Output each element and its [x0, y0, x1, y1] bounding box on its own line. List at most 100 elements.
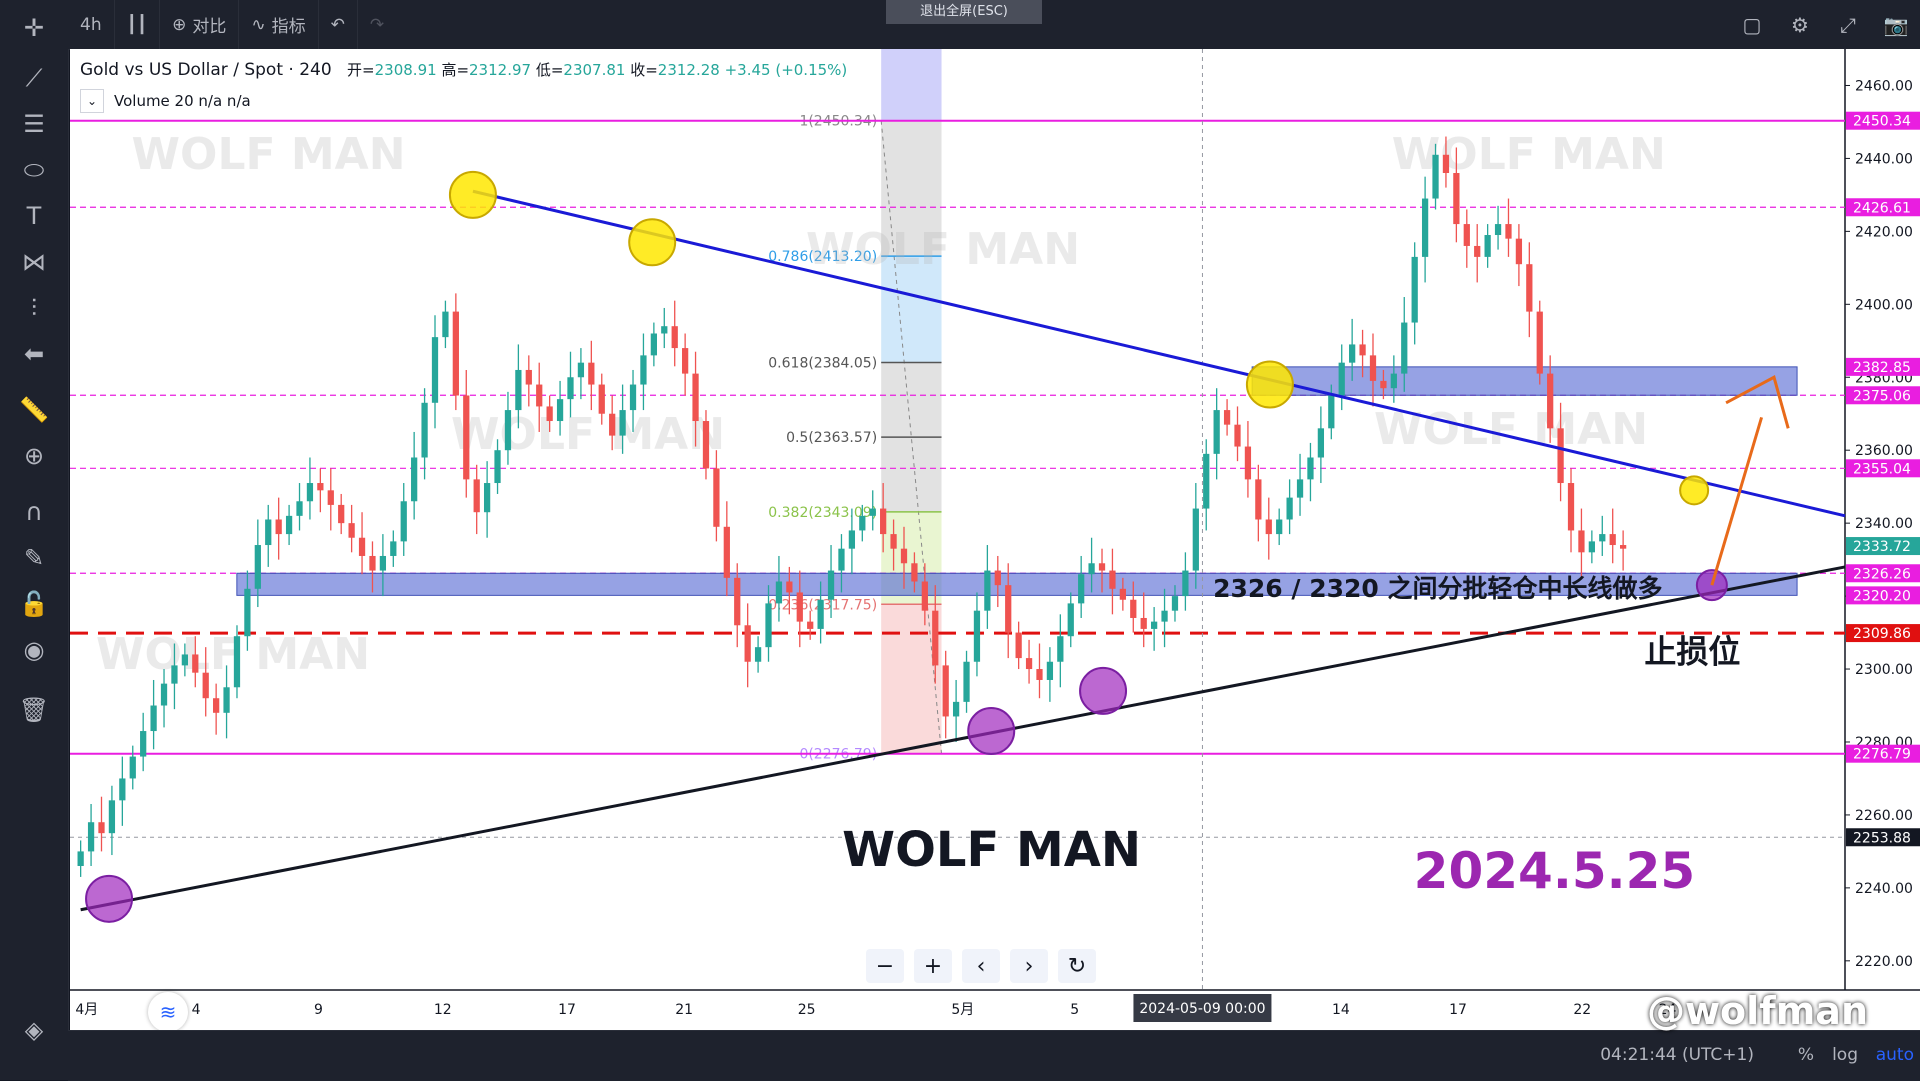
chart-area[interactable]: 1(2450.34)0.786(2413.20)0.618(2384.05)0.… [70, 49, 1920, 1032]
fullscreen-icon[interactable]: ⤢ [1840, 12, 1856, 37]
pattern-tool-icon[interactable]: ⋈ [22, 248, 46, 276]
price-tick-label: 2220.00 [1855, 954, 1913, 970]
candle-body [452, 311, 459, 396]
swing-low-marker [967, 707, 1016, 756]
plus-circle-icon: ⊕ [172, 14, 187, 35]
undo-button[interactable]: ↶ [319, 0, 358, 49]
clock: 04:21:44 (UTC+1) [1600, 1045, 1754, 1065]
price-label-text: 2375.06 [1853, 388, 1911, 404]
price-label-text: 2253.88 [1853, 830, 1911, 846]
candle-body [1474, 245, 1481, 257]
interval-button[interactable]: 4h [68, 0, 115, 49]
undo-icon: ↶ [330, 14, 345, 35]
crosshair-icon[interactable]: ✛ [23, 14, 45, 42]
gear-icon[interactable]: ⚙ [1791, 12, 1809, 37]
candle-body [473, 479, 480, 513]
price-label-text: 2382.85 [1853, 360, 1911, 376]
support-trendline [80, 565, 1846, 912]
zoom-out-button[interactable]: − [866, 949, 904, 983]
price-label-box [1846, 357, 1920, 376]
text-tool-icon[interactable]: T [26, 202, 42, 230]
candle-body [525, 369, 532, 385]
candle-body [463, 395, 470, 480]
swing-low-marker [1079, 666, 1128, 715]
time-tick-label: 4月 [75, 1002, 98, 1018]
percent-toggle[interactable]: % [1797, 1045, 1814, 1065]
crosshair-date-box [1133, 994, 1272, 1022]
author-handle: @wolfman [1646, 989, 1868, 1033]
time-tick-label: 5 [1070, 1002, 1079, 1018]
indicators-button[interactable]: ∿ 指标 [239, 0, 319, 49]
ruler-icon[interactable]: 📏 [19, 396, 49, 424]
shapes-icon[interactable]: ⬭ [23, 156, 45, 184]
zoom-in-button[interactable]: + [914, 949, 952, 983]
layout-icon[interactable]: ▢ [1742, 12, 1762, 37]
lock-icon[interactable]: 🔓 [19, 590, 49, 618]
candle-body [994, 570, 1001, 586]
candle-body [598, 384, 605, 414]
scroll-left-button[interactable]: ‹ [962, 949, 1000, 983]
swing-low-marker [85, 874, 134, 923]
price-label-box [1846, 564, 1920, 583]
log-toggle[interactable]: log [1832, 1045, 1858, 1065]
fib-level-label: 0.786(2413.20) [768, 249, 877, 265]
tradingview-logo-icon[interactable]: ≋ [148, 992, 188, 1032]
interval-label: 4h [80, 14, 102, 35]
candle-body [192, 654, 199, 673]
symbol-title: Gold vs US Dollar / Spot · 240 [80, 60, 332, 80]
layers-icon[interactable]: ◈ [24, 1016, 44, 1044]
compare-button[interactable]: ⊕ 对比 [160, 0, 240, 49]
candle-body [1171, 596, 1179, 611]
low-label: 低= [535, 61, 564, 79]
price-tick-label: 2440.00 [1855, 151, 1913, 167]
price-label-box [1846, 198, 1920, 217]
swing-high-marker [1245, 360, 1294, 409]
candle-body [421, 402, 428, 458]
zoom-icon[interactable]: ⊕ [23, 442, 45, 470]
candle-body [202, 672, 209, 699]
trendline-tool-icon[interactable]: ⟋ [25, 64, 43, 92]
chevron-down-icon[interactable]: ⌄ [80, 89, 104, 113]
candle-body [1588, 541, 1595, 553]
scroll-right-button[interactable]: › [1010, 949, 1048, 983]
auto-toggle[interactable]: auto [1875, 1045, 1914, 1065]
watermark-text: WOLF MAN [806, 224, 1080, 275]
reset-button[interactable]: ↻ [1058, 949, 1096, 983]
candle-body [1547, 373, 1554, 429]
candle-body [504, 410, 512, 451]
price-label-box [1846, 537, 1920, 556]
candle-body [1359, 344, 1366, 356]
change-value: +3.45 (+0.15%) [724, 61, 848, 79]
candle-body [275, 519, 282, 535]
fib-level-label: 0.382(2343.09) [768, 505, 877, 521]
candle-style-button[interactable]: ┃┃ [115, 0, 161, 49]
horizontal-lines-icon[interactable]: ☰ [23, 110, 45, 138]
candle-body [619, 410, 626, 436]
candle-body [181, 654, 188, 666]
candle-body [160, 683, 168, 706]
candle-body [765, 603, 772, 648]
price-tick-label: 2420.00 [1855, 224, 1913, 240]
strategy-text: 2326 / 2320 之间分批轻仓中长线做多 [1213, 574, 1662, 603]
top-right-tools: ▢ ⚙ ⤢ 📷 [1728, 0, 1920, 49]
price-tick-label: 2240.00 [1855, 881, 1913, 897]
camera-icon[interactable]: 📷 [1883, 12, 1909, 37]
eye-icon[interactable]: ◉ [23, 636, 45, 664]
pencil-lock-icon[interactable]: ✎ [23, 544, 45, 572]
candle-body [921, 581, 928, 611]
fib-tool-icon[interactable]: ⫶ [31, 294, 37, 322]
price-label-text: 2450.34 [1853, 114, 1911, 130]
exit-fullscreen-button[interactable]: 退出全屏(ESC) [886, 0, 1042, 24]
volume-label: Volume 20 n/a n/a [114, 92, 251, 110]
trash-icon[interactable]: 🗑 [18, 696, 50, 724]
redo-button[interactable]: ↷ [358, 0, 396, 49]
candle-body [692, 373, 699, 422]
candle-body [1109, 570, 1116, 589]
candle-body [213, 698, 220, 713]
candle-body [546, 406, 553, 422]
magnet-icon[interactable]: ∩ [25, 498, 43, 526]
volume-legend: ⌄ Volume 20 n/a n/a [80, 89, 251, 113]
candle-body [1619, 545, 1627, 549]
back-arrow-icon[interactable]: ⬅ [23, 340, 45, 368]
candle-body [431, 337, 439, 403]
